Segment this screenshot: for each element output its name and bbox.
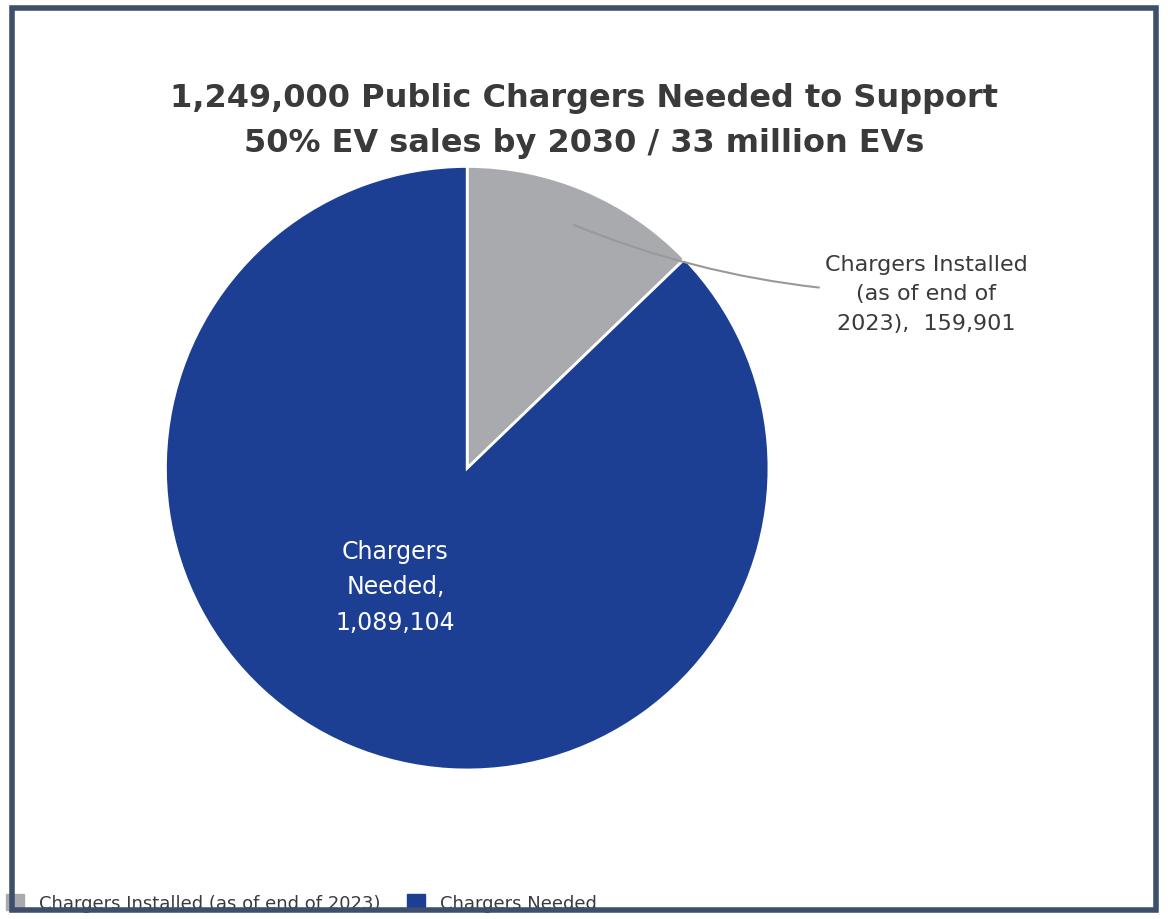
Text: Chargers
Needed,
1,089,104: Chargers Needed, 1,089,104: [335, 539, 456, 634]
Legend: Chargers Installed (as of end of 2023), Chargers Needed: Chargers Installed (as of end of 2023), …: [6, 893, 597, 912]
Text: 1,249,000 Public Chargers Needed to Support
50% EV sales by 2030 / 33 million EV: 1,249,000 Public Chargers Needed to Supp…: [171, 83, 997, 159]
Wedge shape: [467, 167, 684, 469]
Text: Chargers Installed
(as of end of
2023),  159,901: Chargers Installed (as of end of 2023), …: [573, 226, 1027, 334]
Wedge shape: [166, 167, 769, 770]
